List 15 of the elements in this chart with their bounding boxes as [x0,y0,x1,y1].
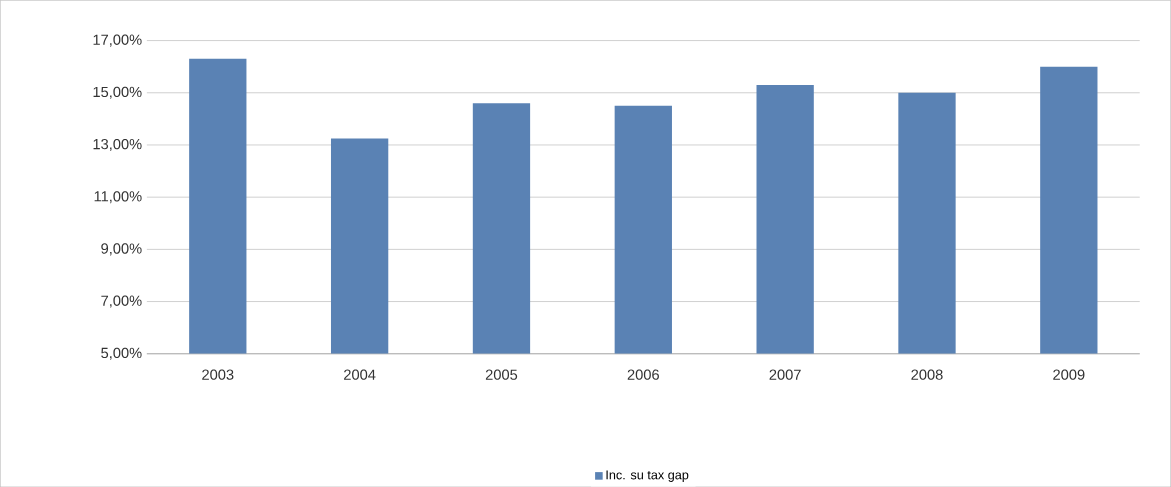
x-tick-label: 2005 [485,369,518,380]
x-tick-label: 2003 [202,369,234,380]
x-tick-label: 2009 [1053,369,1085,380]
y-tick-label: 15,00% [93,86,142,99]
x-tick-label: 2006 [627,369,659,380]
y-tick-label: 13,00% [93,138,142,151]
y-tick-label: 7,00% [101,295,142,308]
y-tick-label: 11,00% [94,190,142,204]
y-tick-label: 5,00% [101,347,142,360]
x-tick-label: 2004 [344,369,376,380]
y-tick-label: 17,00% [93,34,142,47]
x-tick-label: 2008 [911,369,943,380]
y-tick-label: 9,00% [101,243,142,256]
legend-label: Inc. su tax gap [606,470,689,482]
x-tick-label: 2007 [769,369,801,380]
